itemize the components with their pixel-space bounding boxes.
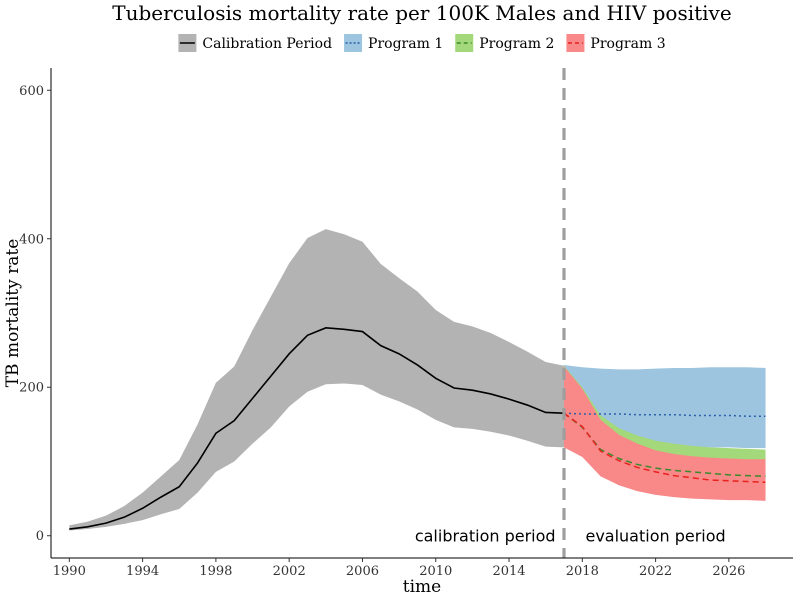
x-tick-label-2026: 2026 [712,564,745,579]
x-tick-label-2006: 2006 [346,564,379,579]
legend-label-program-2: Program 2 [479,36,554,52]
y-tick-label-400: 400 [19,232,44,247]
annotation-calibration-period: calibration period [415,527,556,546]
x-tick-label-2018: 2018 [566,564,599,579]
y-tick-label-600: 600 [19,84,44,99]
x-tick-label-2010: 2010 [419,564,452,579]
line-program-1 [563,412,766,417]
x-tick-label-2022: 2022 [639,564,672,579]
y-tick-label-200: 200 [19,381,44,396]
legend-item-program-2: Program 2 [455,34,554,52]
y-axis-title: TB mortality rate [3,239,23,388]
band-program-3 [563,366,766,501]
x-axis-title: time [403,577,441,597]
chart-title: Tuberculosis mortality rate per 100K Mal… [112,1,731,25]
legend-item-calibration-period: Calibration Period [178,34,332,52]
plot-area: calibration period evaluation period [69,68,766,558]
annotation-evaluation-period: evaluation period [585,527,725,546]
annotations: calibration period evaluation period [415,527,726,546]
x-tick-label-2002: 2002 [273,564,306,579]
x-tick-label-1994: 1994 [126,564,159,579]
band-calibration-period [69,229,564,531]
series-lines [69,327,766,530]
confidence-bands [69,229,766,531]
legend-label-calibration-period: Calibration Period [202,36,332,52]
legend: Calibration Period Program 1 Program 2 Prog… [178,34,666,52]
x-tick-label-1990: 1990 [53,564,86,579]
legend-label-program-1: Program 1 [368,36,443,52]
x-tick-label-1998: 1998 [199,564,232,579]
legend-label-program-3: Program 3 [590,36,665,52]
y-tick-label-0: 0 [36,529,44,544]
legend-item-program-1: Program 1 [344,34,443,52]
axes: 1990 1994 1998 2002 2006 2010 2014 2018 2022 2026… [19,68,793,579]
legend-item-program-3: Program 3 [566,34,666,52]
legend-swatch-program-1 [344,34,363,52]
x-tick-label-2014: 2014 [492,564,525,579]
line-program-3 [563,412,766,484]
line-calibration-period [69,327,565,530]
